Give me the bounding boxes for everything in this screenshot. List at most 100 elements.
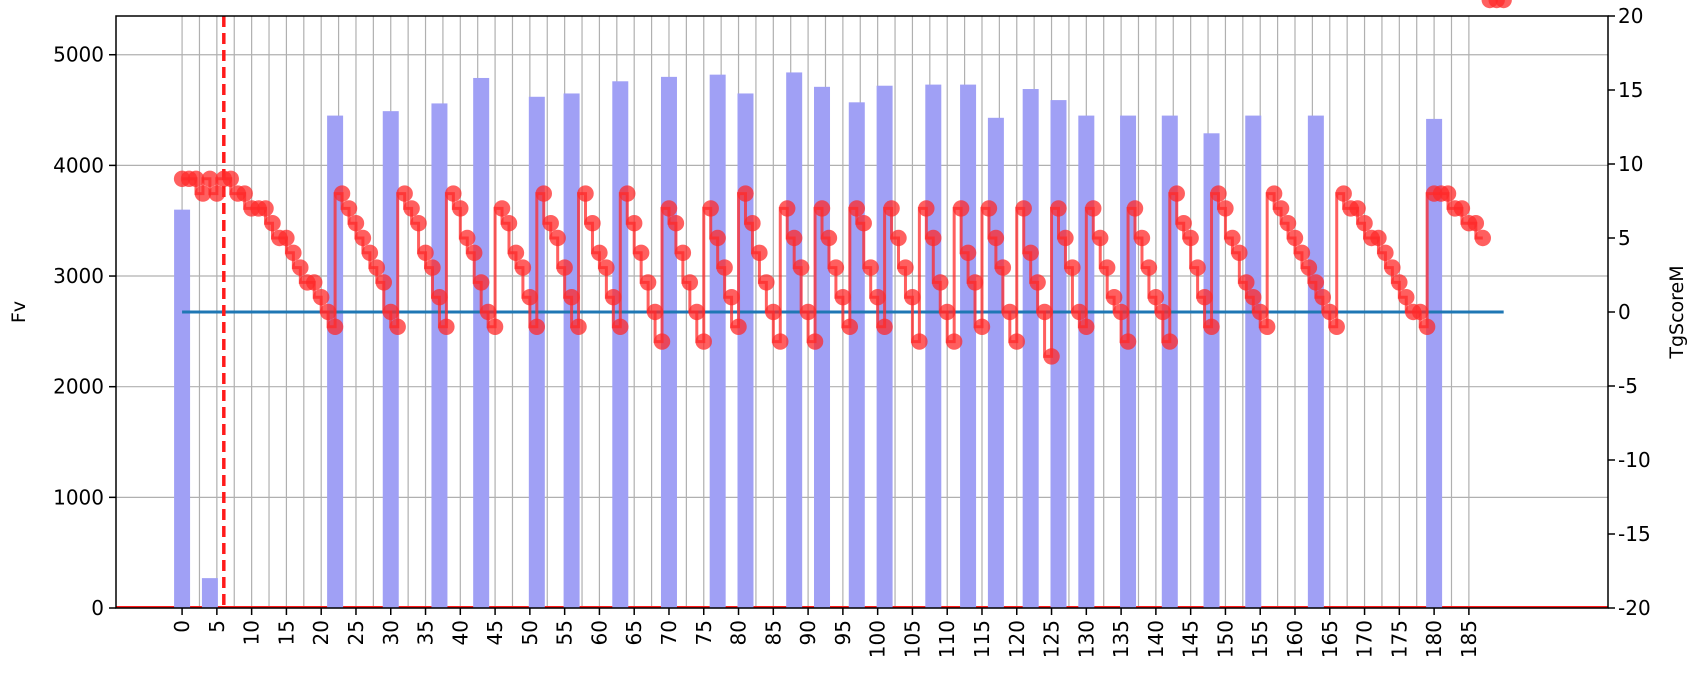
score-layer [173,0,1512,365]
score-point [834,289,852,306]
score-point [1474,229,1491,247]
fv-bar [848,102,865,609]
score-point [466,244,483,261]
score-point [194,185,212,202]
score-point [222,170,239,187]
score-point [1252,303,1269,321]
x-tick-label: 80 [727,620,751,645]
score-point [417,244,434,261]
y-right-tick-label: -15 [1618,522,1651,546]
score-point [1398,289,1415,306]
score-point [1147,289,1165,306]
score-point [1272,200,1290,217]
score-point [980,200,998,217]
score-point [1064,259,1081,276]
score-point [319,303,337,321]
fv-bar [709,74,726,608]
score-point [994,259,1012,276]
y-right-tick-label: 0 [1618,300,1631,324]
score-point [848,200,865,217]
score-point [389,318,406,335]
score-point [187,170,205,187]
score-point [925,229,942,247]
y-right-tick-label: 15 [1618,78,1643,102]
y-left-tick-label: 0 [91,596,104,620]
x-tick-label: 30 [379,620,403,645]
score-point [737,185,754,202]
score-point [285,244,302,261]
y-right-tick-label: 20 [1618,4,1643,28]
score-point [799,303,817,321]
score-point [1391,274,1408,291]
score-point [1161,333,1178,350]
score-point [952,200,970,217]
score-point [1154,303,1172,321]
x-tick-label: 50 [518,620,542,645]
x-tick-label: 55 [553,620,577,645]
fv-bar [1078,115,1095,609]
score-point [1098,259,1116,276]
fv-bar [612,81,629,608]
fv-bar [201,578,218,608]
score-point [1196,289,1213,306]
score-point [292,259,309,276]
fv-bar [960,84,977,609]
y-left-tick-label: 3000 [53,264,104,288]
fv-bar [563,93,580,608]
score-point [1384,259,1401,276]
bar-layer [116,72,1608,609]
score-point [1495,0,1512,9]
score-point [632,244,650,261]
score-point [1377,244,1394,261]
score-point [688,303,706,321]
score-point [758,274,775,291]
score-point [660,200,678,217]
score-point [911,333,928,350]
score-point [396,185,413,202]
score-point [1140,259,1158,276]
score-point [264,215,281,232]
score-point [862,259,879,276]
x-tick-label: 130 [1074,620,1098,658]
score-point [1314,289,1332,306]
fv-bar [431,103,448,609]
x-tick-label: 70 [657,620,681,645]
score-point [744,215,761,232]
fv-bar [1022,89,1039,608]
x-tick-label: 75 [692,620,716,645]
score-point [1203,318,1220,335]
x-tick-label: 180 [1422,620,1446,658]
score-point [869,289,886,306]
x-tick-label: 15 [274,620,298,645]
score-point [257,200,274,217]
score-point [779,200,796,217]
score-point [312,289,330,306]
score-point [1356,215,1373,232]
score-point [479,303,497,321]
score-point [1112,303,1130,321]
score-point [932,274,949,291]
score-point [1453,200,1471,217]
x-tick-label: 35 [414,620,438,645]
score-point [340,200,358,217]
score-point [1057,229,1074,247]
fv-bar [1307,115,1324,609]
fv-bar [814,86,831,608]
score-point [1036,303,1053,321]
score-point [347,215,365,232]
score-point [855,215,872,232]
fv-bar [737,93,754,608]
score-point [619,185,636,202]
x-tick-label: 155 [1248,620,1272,658]
score-point [1238,274,1255,291]
score-point [278,229,295,247]
score-point [751,244,768,261]
score-point [1022,244,1039,261]
score-point [472,274,490,291]
x-tick-label: 140 [1144,620,1168,658]
score-point [535,185,552,202]
x-tick-label: 185 [1457,620,1481,658]
score-point [959,244,977,261]
